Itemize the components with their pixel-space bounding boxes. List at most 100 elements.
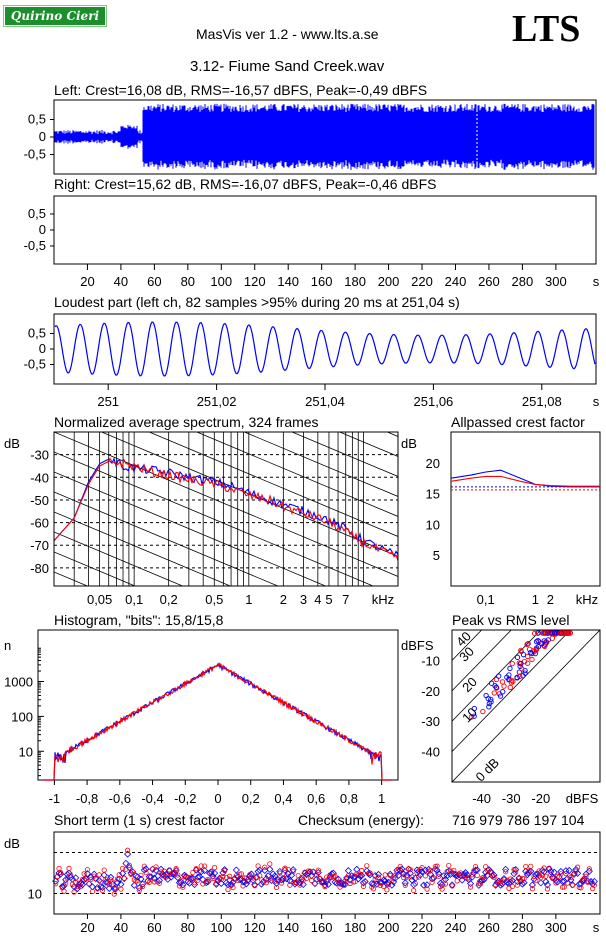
- x-unit-label: s: [593, 274, 600, 289]
- crest-point-right: [140, 883, 146, 890]
- crest-point-right: [255, 863, 261, 869]
- scatter-point: [567, 630, 573, 636]
- crest-point-right: [143, 869, 149, 876]
- slope-line: [54, 612, 398, 756]
- x-tick-label: 200: [378, 920, 400, 935]
- scatter-point: [510, 678, 516, 685]
- crest-line-label: 0 dB: [473, 755, 503, 785]
- y-tick-label: 1000: [4, 675, 33, 690]
- y-tick-label: -0,5: [24, 238, 46, 253]
- crest-point-left: [83, 870, 92, 878]
- crest-point-left: [122, 859, 130, 867]
- crest-point-left: [341, 880, 349, 888]
- crest-point-right: [578, 885, 584, 891]
- x-tick-label: 280: [512, 920, 534, 935]
- crest-point-right: [528, 863, 534, 869]
- crest-point-right: [315, 867, 321, 873]
- x-tick-label: 1: [532, 592, 539, 607]
- y-tick-label: -40: [30, 470, 49, 485]
- crest-point-right: [529, 886, 536, 892]
- crest-point-left: [257, 880, 265, 888]
- allpassed-frame: [450, 431, 601, 587]
- crest-point-left: [98, 883, 107, 891]
- y-tick-label: 10: [426, 517, 440, 532]
- x-tick-label: 80: [181, 920, 195, 935]
- crest-point-left: [329, 869, 337, 877]
- crest-point-left: [527, 867, 535, 875]
- crest-point-left: [562, 867, 570, 875]
- crest-point-right: [230, 884, 236, 891]
- crest-point-left: [323, 877, 331, 885]
- crest-point-right: [290, 868, 296, 874]
- crest-point-right: [218, 876, 224, 882]
- y-tick-label: 0,5: [28, 206, 46, 221]
- x-tick-label: 100: [210, 274, 232, 289]
- crest-point-left: [103, 878, 112, 886]
- x-tick-label: 40: [114, 274, 128, 289]
- spectrum-title: Normalized average spectrum, 324 frames: [54, 414, 319, 430]
- track-title: 3.12- Fiume Sand Creek.wav: [190, 58, 385, 75]
- crest-point-left: [324, 880, 332, 888]
- scatter-point: [549, 630, 555, 636]
- crest-point-left: [105, 884, 113, 892]
- crest-point-left: [403, 871, 411, 879]
- crest-point-left: [502, 865, 510, 873]
- crest-point-right: [421, 882, 427, 889]
- loudest-part-signal: [54, 321, 596, 377]
- crest-point-right: [238, 871, 244, 877]
- crest-point-left: [440, 872, 448, 880]
- crest-point-left: [284, 870, 292, 878]
- y-tick-label: -80: [30, 561, 49, 576]
- crest-point-right: [586, 866, 592, 872]
- y-axis-label: dBFS: [401, 638, 434, 653]
- crest-point-left: [574, 869, 582, 877]
- y-tick-label: -60: [30, 516, 49, 531]
- x-axis-label: dBFS: [566, 791, 599, 806]
- crest-point-left: [72, 874, 80, 882]
- crest-point-right: [467, 884, 474, 890]
- crest-point-right: [133, 878, 139, 884]
- x-tick-label: 2: [547, 592, 554, 607]
- scatter-point: [506, 672, 512, 678]
- crest-point-left: [264, 872, 272, 880]
- crest-point-left: [179, 881, 187, 889]
- peak-vs-rms-frame: [451, 629, 601, 783]
- scatter-point: [525, 653, 531, 660]
- crest-point-right: [446, 862, 452, 869]
- checksum-label: Checksum (energy):: [298, 812, 425, 828]
- scatter-point: [518, 660, 524, 667]
- crest-point-right: [332, 873, 338, 880]
- crest-point-right: [89, 888, 96, 895]
- y-tick-label: -40: [421, 745, 440, 760]
- crest-point-left: [428, 875, 436, 883]
- y-tick-label: 10: [19, 744, 33, 759]
- scatter-point: [497, 693, 504, 699]
- crest-point-left: [443, 871, 451, 880]
- scatter-point: [500, 689, 506, 695]
- scatter-point: [518, 648, 525, 655]
- crest-point-left: [368, 879, 376, 888]
- y-tick-label: -20: [421, 684, 440, 699]
- crest-point-left: [401, 879, 409, 887]
- x-tick-label: 0,4: [274, 791, 292, 806]
- crest-point-right: [514, 882, 520, 888]
- crest-point-left: [572, 865, 580, 874]
- x-tick-label: 1: [245, 592, 252, 607]
- scatter-point: [543, 630, 549, 636]
- crest-point-left: [127, 869, 135, 877]
- crest-point-right: [293, 879, 300, 886]
- x-tick-label: -20: [531, 791, 550, 806]
- scatter-point: [471, 713, 477, 719]
- crest-point-right: [104, 874, 111, 881]
- crest-point-right: [526, 868, 532, 874]
- crest-point-left: [512, 866, 520, 874]
- x-tick-label: 60: [147, 274, 161, 289]
- slope-line: [54, 471, 327, 586]
- crest-point-right: [474, 872, 480, 879]
- crest-point-right: [402, 882, 408, 888]
- crest-point-left: [508, 877, 516, 885]
- crest-point-right: [434, 863, 440, 869]
- crest-point-right: [84, 867, 91, 873]
- scatter-point: [496, 673, 502, 679]
